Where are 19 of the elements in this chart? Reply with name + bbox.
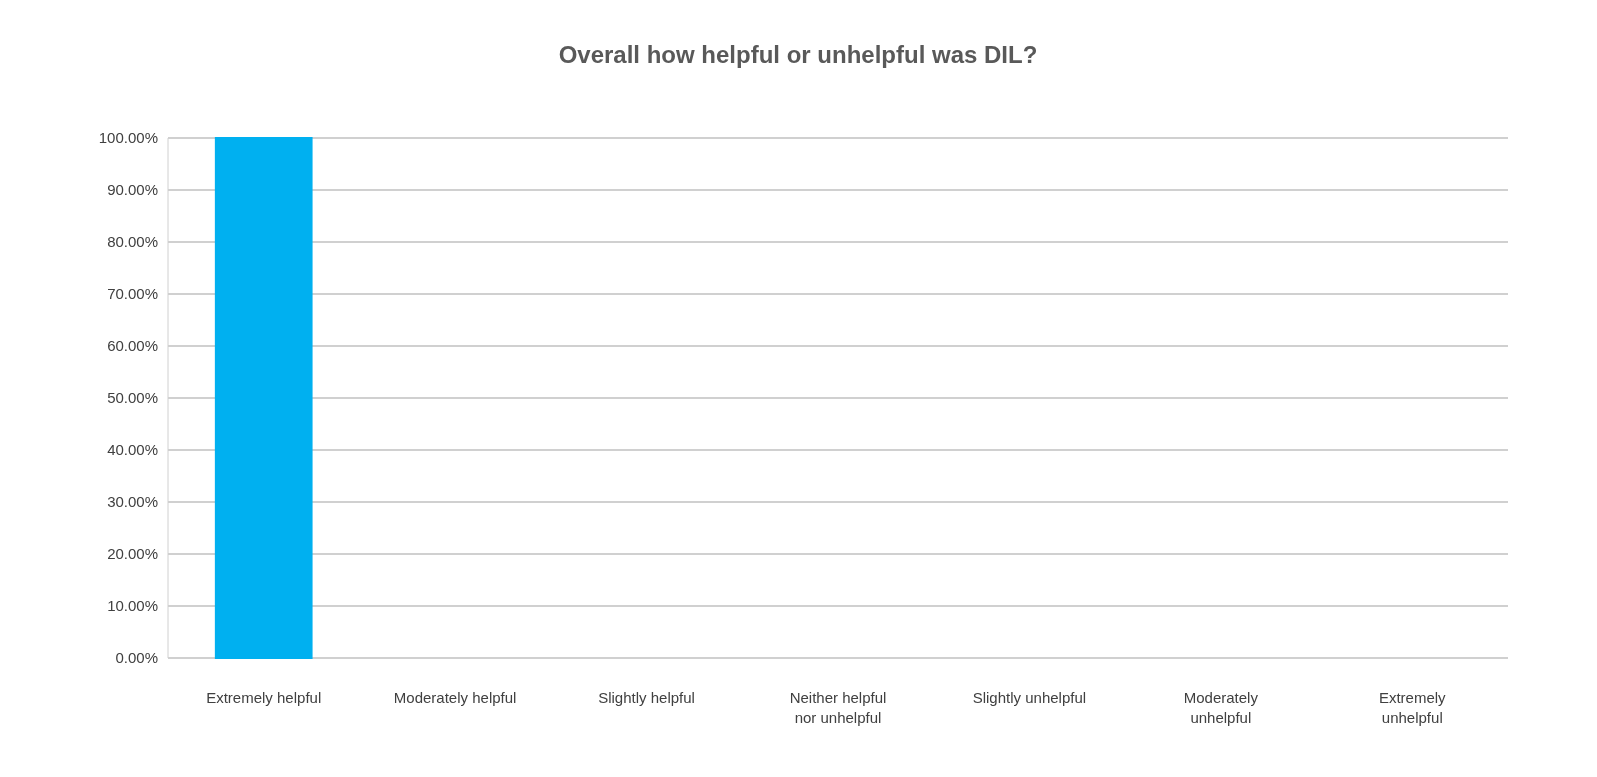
y-tick-label: 100.00% xyxy=(98,129,158,147)
y-tick-label: 10.00% xyxy=(107,597,158,615)
x-tick-label: Slightly unhelpful xyxy=(972,689,1087,706)
x-tick-label: Slightly helpful xyxy=(598,689,695,706)
x-tick-label: Moderately helpful xyxy=(393,689,517,706)
y-tick-label: 80.00% xyxy=(107,233,158,251)
y-tick-label: 90.00% xyxy=(107,181,158,199)
y-tick-label: 20.00% xyxy=(107,545,158,563)
y-tick-label: 70.00% xyxy=(107,285,158,303)
y-tick-label: 30.00% xyxy=(107,493,158,511)
y-tick-label: 60.00% xyxy=(107,337,158,355)
x-tick-label: Neither helpful nor unhelpful xyxy=(789,689,887,726)
x-tick-label: Extremely helpful xyxy=(206,689,322,706)
x-tick-label: Moderately unhelpful xyxy=(1183,689,1259,726)
chart-title: Overall how helpful or unhelpful was DIL? xyxy=(558,41,1038,68)
x-tick-label: Extremely unhelpful xyxy=(1378,689,1447,726)
y-tick-label: 0.00% xyxy=(115,649,158,667)
y-tick-label: 50.00% xyxy=(107,389,158,407)
y-tick-label: 40.00% xyxy=(107,441,158,459)
